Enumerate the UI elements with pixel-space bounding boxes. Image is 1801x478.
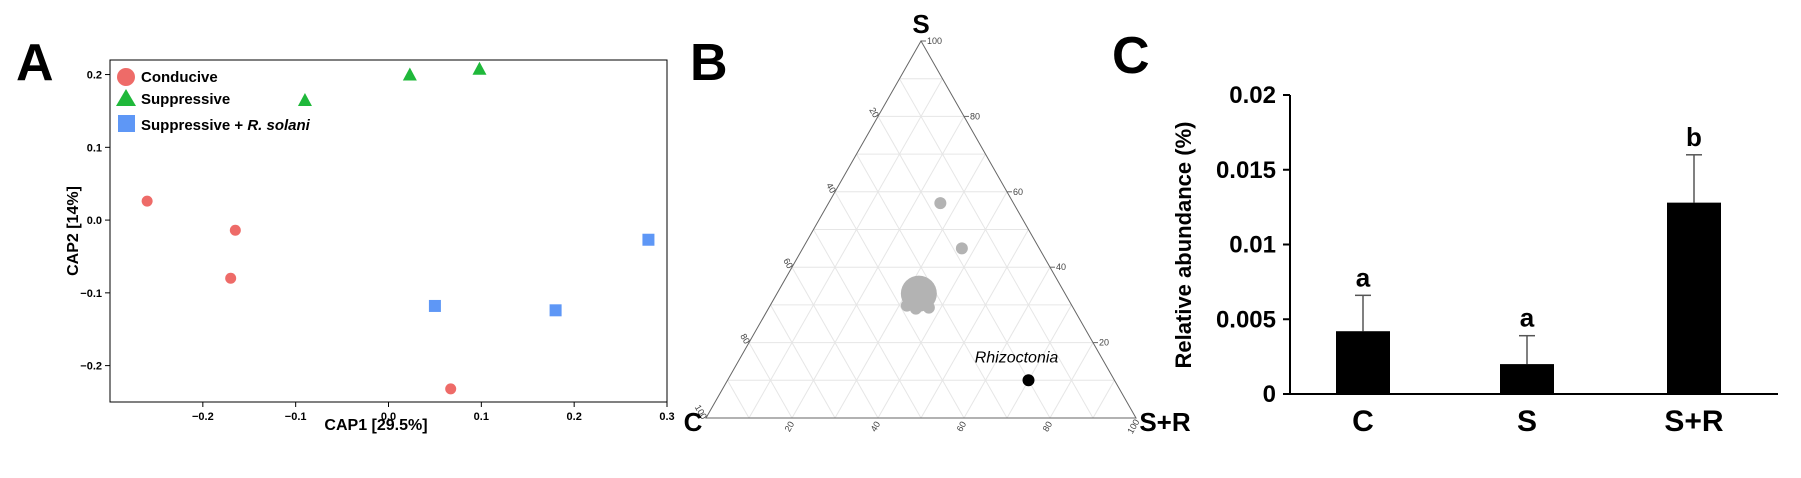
y-tick-label: −0.1 bbox=[80, 288, 102, 300]
y-axis-label: CAP2 [14%] bbox=[65, 186, 82, 276]
bar bbox=[1336, 331, 1390, 394]
ternary-tick-label-bottom: 80 bbox=[1041, 420, 1055, 434]
suppressive-rs-point bbox=[429, 300, 441, 312]
legend-conducive-label: Conducive bbox=[141, 69, 218, 86]
panel-a-scatter: −0.2 −0.1 0.0 0.1 0.2 0.3 −0.2−0.10.00.10.2 C… bbox=[65, 60, 675, 434]
grid-line bbox=[1093, 380, 1115, 418]
legend-suppressive-label: Suppressive bbox=[141, 91, 230, 108]
x-tick-label: −0.2 bbox=[192, 411, 214, 423]
y-tick-label: 0.005 bbox=[1216, 306, 1276, 333]
panel-label-b: B bbox=[690, 34, 728, 92]
category-label: S bbox=[1517, 405, 1537, 438]
x-tick-label: 0.1 bbox=[474, 411, 489, 423]
x-tick-label: 0.2 bbox=[567, 411, 582, 423]
y-axis-label: Relative abundance (%) bbox=[1171, 122, 1196, 369]
legend-suppressive-rs-label: Suppressive + R. solani bbox=[141, 117, 311, 134]
y-tick-label: 0 bbox=[1263, 381, 1276, 408]
legend-suppressive-rs-marker bbox=[118, 115, 135, 132]
ternary-tick-label-right: 40 bbox=[1056, 262, 1066, 272]
category-label: S+R bbox=[1664, 405, 1724, 438]
x-tick-label: −0.1 bbox=[285, 411, 307, 423]
vertex-label-s: S bbox=[912, 9, 929, 39]
vertex-label-sr: S+R bbox=[1139, 407, 1191, 437]
grid-line bbox=[921, 230, 1029, 419]
ternary-point bbox=[956, 242, 968, 254]
bar bbox=[1500, 364, 1554, 394]
ternary-tick-label-right: 20 bbox=[1099, 338, 1109, 348]
x-axis-label: CAP1 [29.5%] bbox=[324, 417, 427, 434]
conducive-point bbox=[142, 196, 153, 207]
x-tick-label: 0.3 bbox=[659, 411, 674, 423]
rhizoctonia-annotation: Rhizoctonia bbox=[975, 349, 1059, 366]
conducive-point bbox=[225, 273, 236, 284]
vertex-label-c: C bbox=[684, 407, 703, 437]
significance-letter: b bbox=[1686, 122, 1702, 152]
conducive-point bbox=[230, 225, 241, 236]
ternary-tick-label-bottom: 20 bbox=[783, 420, 797, 434]
panel-label-c: C bbox=[1112, 27, 1150, 85]
y-tick-label: 0.015 bbox=[1216, 157, 1276, 184]
y-tick-label: 0.2 bbox=[87, 70, 102, 82]
panel-c-bar: 0 0.005 0.01 0.015 0.02 a Ca Sb S+R Relative ab… bbox=[1171, 82, 1778, 438]
panel-label-a: A bbox=[16, 34, 54, 92]
legend-suppressive-rs-prefix: Suppressive + bbox=[141, 117, 247, 134]
significance-letter: a bbox=[1520, 303, 1535, 333]
ternary-tick-label-bottom: 60 bbox=[955, 420, 969, 434]
y-tick-label: −0.2 bbox=[80, 361, 102, 373]
grid-line bbox=[771, 305, 836, 418]
y-tick-label: 0.0 bbox=[87, 215, 102, 227]
bar bbox=[1667, 203, 1721, 394]
ternary-point bbox=[934, 197, 946, 209]
plot-frame bbox=[110, 60, 667, 402]
category-label: C bbox=[1352, 405, 1374, 438]
y-tick-label: 0.01 bbox=[1229, 232, 1276, 259]
ternary-tick-label-right: 60 bbox=[1013, 187, 1023, 197]
grid-line bbox=[728, 380, 750, 418]
grid-line bbox=[749, 79, 943, 418]
ternary-tick-label-bottom: 40 bbox=[869, 420, 883, 434]
conducive-point bbox=[445, 383, 456, 394]
y-tick-label: 0.1 bbox=[87, 142, 102, 154]
suppressive-rs-point bbox=[642, 234, 654, 246]
legend-suppressive-rs-italic: R. solani bbox=[247, 117, 310, 134]
grid-line bbox=[900, 79, 1094, 418]
ternary-tick-label-right: 80 bbox=[970, 111, 980, 121]
ternary-point-large bbox=[901, 276, 937, 312]
suppressive-rs-point bbox=[550, 304, 562, 316]
significance-letter: a bbox=[1356, 262, 1371, 292]
grid-line bbox=[814, 230, 922, 419]
rhizoctonia-point bbox=[1023, 374, 1035, 386]
y-tick-label: 0.02 bbox=[1229, 82, 1276, 109]
legend-conducive-marker bbox=[117, 68, 135, 86]
